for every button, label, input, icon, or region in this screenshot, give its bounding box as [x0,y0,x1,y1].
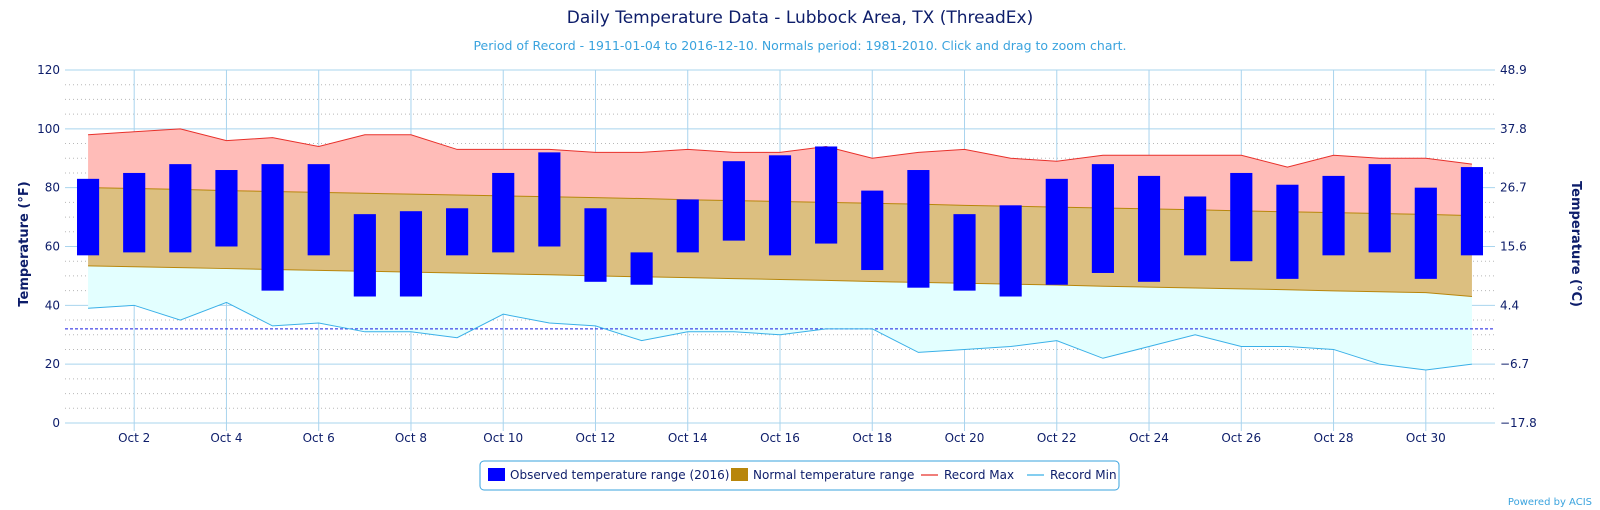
x-tick-label: Oct 28 [1314,431,1354,445]
record-lines [65,128,1495,371]
legend-item-observed[interactable]: Observed temperature range (2016) [488,468,729,482]
y-tick-label-right: 26.7 [1500,181,1527,195]
x-tick-label: Oct 16 [760,431,800,445]
y-tick-label-right: −17.8 [1500,416,1537,430]
chart-title: Daily Temperature Data - Lubbock Area, T… [567,8,1033,28]
x-tick-label: Oct 20 [945,431,985,445]
x-tick-label: Oct 8 [395,431,427,445]
observed-bar[interactable] [261,164,284,291]
y-tick-label-left: 100 [37,122,60,136]
record-min-line[interactable] [88,301,1472,371]
legend-box [479,460,1120,491]
observed-bar[interactable] [999,205,1022,297]
y-tick-label-right: 15.6 [1500,240,1527,254]
observed-bar[interactable] [1276,184,1299,279]
legend-item-normal[interactable]: Normal temperature range [731,468,914,482]
observed-bar[interactable] [630,252,653,285]
observed-bar[interactable] [907,170,930,288]
normal-low-line [88,265,1472,298]
observed-bar[interactable] [815,146,838,244]
observed-bar[interactable] [722,161,745,241]
observed-bar[interactable] [538,152,561,247]
y-tick-label-left: 40 [45,298,60,312]
y-tick-label-right: 37.8 [1500,122,1527,136]
x-tick-label: Oct 14 [668,431,708,445]
y-tick-label-left: 20 [45,357,60,371]
observed-bar[interactable] [1460,167,1484,256]
observed-bar[interactable] [1368,164,1391,253]
legend-swatch-observed [488,468,505,481]
observed-bar[interactable] [76,178,100,256]
observed-bar[interactable] [584,208,607,282]
y-tick-label-right: 48.9 [1500,63,1527,77]
observed-bar[interactable] [1045,178,1068,285]
x-tick-label: Oct 22 [1037,431,1077,445]
x-tick-label: Oct 6 [303,431,335,445]
legend-item-record-min[interactable]: Record Min [1027,468,1117,482]
x-tick-label: Oct 26 [1221,431,1261,445]
record-max-line[interactable] [88,128,1472,168]
y-tick-label-left: 60 [45,240,60,254]
y-tick-label-left: 80 [45,181,60,195]
x-tick-label: Oct 10 [483,431,523,445]
observed-bar[interactable] [123,172,146,253]
observed-bar[interactable] [399,211,423,297]
x-tick-label: Oct 30 [1406,431,1446,445]
y-tick-label-right: −6.7 [1500,357,1529,371]
legend-label-record-max: Record Max [944,468,1014,482]
observed-bar[interactable] [169,164,192,253]
x-tick-label: Oct 24 [1129,431,1169,445]
x-tick-label: Oct 2 [118,431,150,445]
observed-bar[interactable] [446,208,469,256]
y-tick-label-left: 120 [37,63,60,77]
observed-bar[interactable] [307,164,330,256]
y-axis-label-left: Temperature (°F) [17,181,32,306]
observed-bar[interactable] [676,199,699,253]
observed-bar[interactable] [1091,164,1114,273]
chart-subtitle: Period of Record - 1911-01-04 to 2016-12… [473,38,1126,53]
observed-bars [76,146,1484,297]
y-tick-label-left: 0 [52,416,60,430]
observed-bar[interactable] [215,170,238,247]
observed-bar[interactable] [1137,175,1161,282]
legend-swatch-normal [731,468,748,481]
observed-bar[interactable] [953,214,976,291]
legend: Observed temperature range (2016) Normal… [479,460,1120,491]
x-tick-label: Oct 18 [852,431,892,445]
legend-item-record-max[interactable]: Record Max [921,468,1014,482]
x-tick-label: Oct 12 [576,431,616,445]
observed-bar[interactable] [861,190,884,271]
axes: Oct 2 Oct 4 Oct 6 Oct 8 Oct 10 Oct 12 Oct 14 Oc… [37,63,1537,445]
legend-label-observed: Observed temperature range (2016) [510,468,729,482]
observed-bar[interactable] [1414,187,1437,279]
observed-bar[interactable] [492,172,515,253]
observed-bar[interactable] [1322,175,1345,256]
observed-bar[interactable] [353,214,376,297]
y-tick-label-right: 4.4 [1500,298,1519,312]
legend-label-record-min: Record Min [1050,468,1117,482]
y-axis-label-right: Temperature (°C) [1568,181,1583,307]
observed-bar[interactable] [768,155,792,256]
legend-label-normal: Normal temperature range [753,468,914,482]
observed-bar[interactable] [1230,172,1253,262]
x-tick-label: Oct 4 [210,431,242,445]
record-min-area [88,265,1472,371]
observed-bar[interactable] [1184,196,1207,256]
powered-by-credit[interactable]: Powered by ACIS [1508,497,1592,508]
